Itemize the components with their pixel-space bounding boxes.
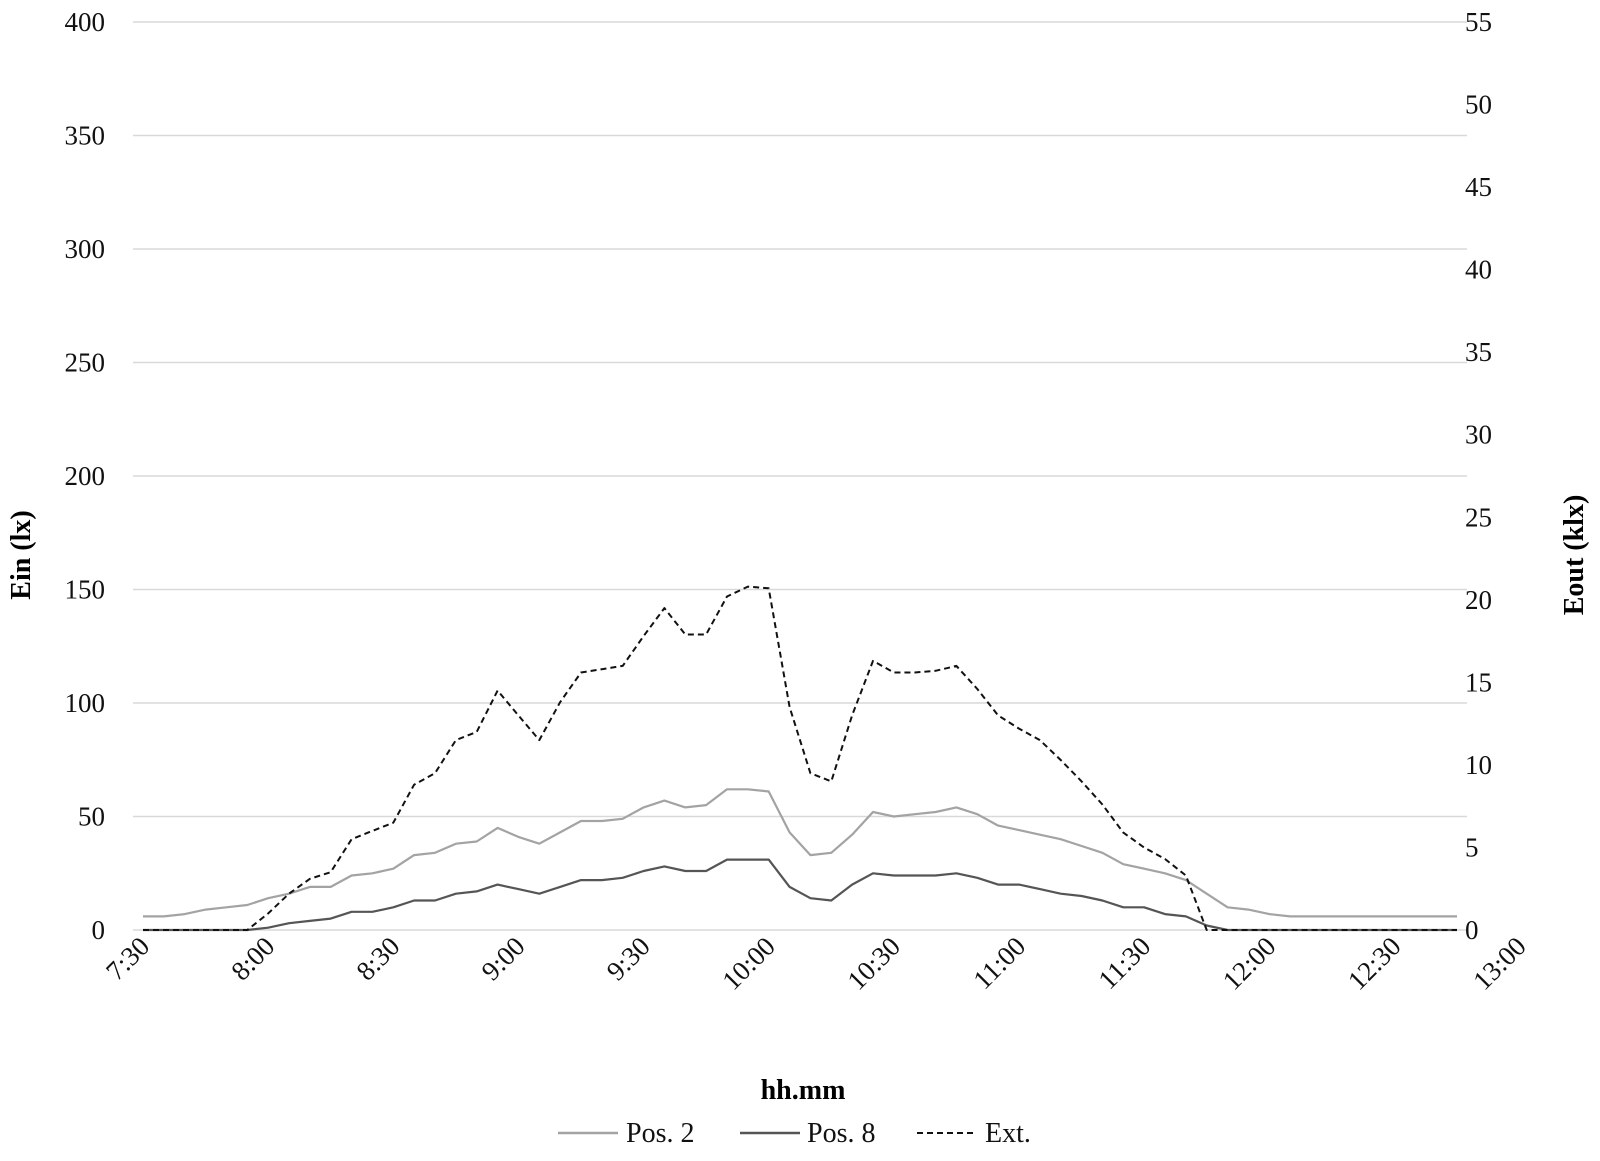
series-line-pos-8 — [143, 858, 1457, 932]
y-tick-label: 350 — [65, 121, 106, 151]
x-tick-label: 12:00 — [1217, 931, 1282, 996]
x-tick-label: 11:30 — [1092, 931, 1156, 995]
y2-axis-title: Eout (klx) — [1559, 495, 1590, 616]
y-tick-label: 200 — [65, 461, 106, 491]
y2-tick-label: 30 — [1465, 420, 1492, 450]
y2-tick-label: 0 — [1465, 915, 1479, 945]
x-axis-ticks: 7:30 8:00 8:30 9:00 9:30 10:00 10:30 11:00 11:30… — [100, 931, 1600, 996]
x-tick-label: 10:30 — [841, 931, 906, 996]
series-line-ext — [143, 585, 1457, 931]
y2-tick-label: 5 — [1465, 832, 1479, 862]
y2-tick-label: 15 — [1465, 667, 1492, 697]
legend-label: Pos. 2 — [626, 1118, 694, 1149]
y2-tick-label: 55 — [1465, 7, 1492, 37]
y2-tick-label: 50 — [1465, 90, 1492, 120]
x-tick-label: 9:30 — [601, 931, 656, 986]
y2-tick-label: 20 — [1465, 585, 1492, 615]
x-axis-title: hh.mm — [761, 1075, 846, 1106]
right-axis-ticks: 0 5 10 15 20 25 30 35 40 45 50 55 — [1465, 7, 1492, 945]
x-tick-label: 7:30 — [100, 931, 155, 986]
legend: Pos. 2 Pos. 8 Ext. — [558, 1118, 1031, 1149]
x-tick-label: 10:00 — [716, 931, 781, 996]
gridlines — [133, 21, 1467, 931]
y2-tick-label: 25 — [1465, 502, 1492, 532]
y2-tick-label: 35 — [1465, 337, 1492, 367]
series-line-pos-2 — [143, 788, 1457, 918]
x-tick-label: 9:00 — [476, 931, 531, 986]
y2-tick-label: 10 — [1465, 750, 1492, 780]
legend-label: Pos. 8 — [807, 1118, 875, 1149]
y-tick-label: 50 — [78, 802, 105, 832]
y-axis-title: Ein (lx) — [6, 510, 37, 599]
x-tick-label: 12:30 — [1342, 931, 1407, 996]
y-tick-label: 150 — [65, 575, 106, 605]
y2-tick-label: 45 — [1465, 172, 1492, 202]
y-tick-label: 250 — [65, 348, 106, 378]
legend-label: Ext. — [985, 1118, 1031, 1149]
y-tick-label: 400 — [65, 7, 106, 37]
left-axis-ticks: 0 50 100 150 200 250 300 350 400 — [65, 7, 106, 945]
y-tick-label: 100 — [65, 688, 106, 718]
x-tick-label: 8:30 — [350, 931, 405, 986]
y-tick-label: 0 — [92, 915, 106, 945]
x-tick-label: 11:00 — [967, 931, 1031, 995]
x-tick-label: 13:30 — [1592, 931, 1600, 996]
series-lines — [143, 585, 1457, 932]
y2-tick-label: 40 — [1465, 255, 1492, 285]
x-tick-label: 8:00 — [225, 931, 280, 986]
y-tick-label: 300 — [65, 234, 106, 264]
